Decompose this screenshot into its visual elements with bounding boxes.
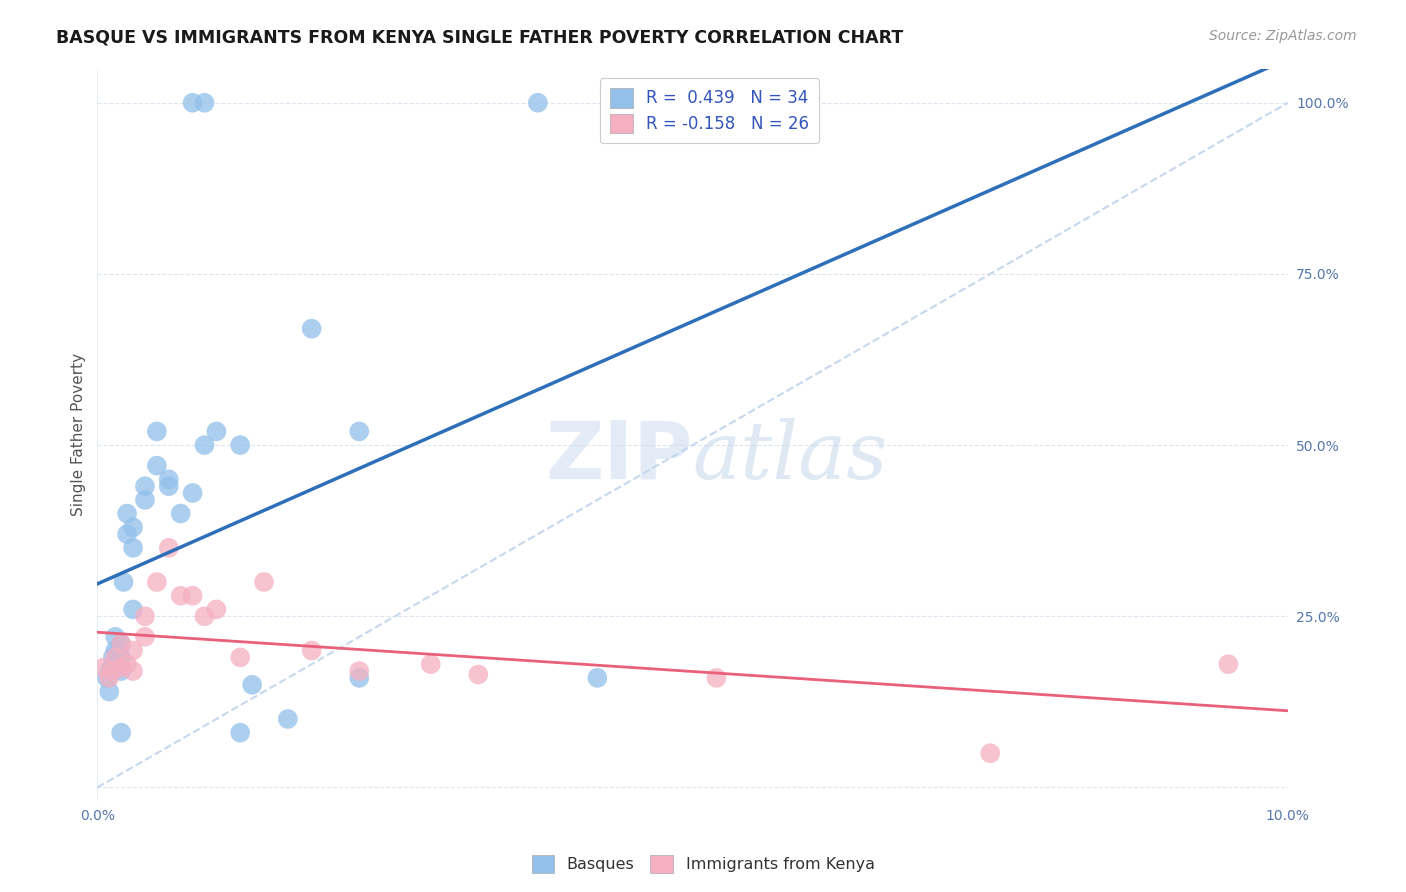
Point (170, 507, 193, 521)
Point (115, 527, 138, 541)
Point (104, 630, 127, 644)
Point (96, 671, 118, 685)
Point (229, 650, 252, 665)
Point (205, 425, 228, 439)
Legend: Basques, Immigrants from Kenya: Basques, Immigrants from Kenya (524, 848, 882, 880)
Point (110, 637, 132, 651)
Point (157, 541, 180, 555)
Point (104, 643, 127, 657)
Point (349, 671, 371, 685)
Point (115, 657, 138, 672)
Point (157, 479, 180, 493)
Point (181, 486, 204, 500)
Point (105, 657, 128, 672)
Point (110, 725, 132, 739)
Point (115, 507, 138, 521)
Point (527, 95, 550, 110)
Point (586, 671, 609, 685)
Point (122, 520, 145, 534)
Point (277, 712, 299, 726)
Point (181, 95, 204, 110)
Point (110, 637, 132, 651)
Point (110, 664, 132, 678)
Point (122, 602, 145, 616)
Point (107, 643, 129, 657)
Point (98, 671, 121, 685)
Point (134, 609, 156, 624)
Point (979, 746, 1001, 760)
Point (122, 541, 145, 555)
Point (146, 425, 169, 439)
Point (134, 492, 156, 507)
Point (100, 660, 122, 674)
Point (1218, 657, 1240, 672)
Text: BASQUE VS IMMIGRANTS FROM KENYA SINGLE FATHER POVERTY CORRELATION CHART: BASQUE VS IMMIGRANTS FROM KENYA SINGLE F… (56, 29, 904, 46)
Point (157, 472, 180, 486)
Point (193, 609, 215, 624)
Text: Source: ZipAtlas.com: Source: ZipAtlas.com (1209, 29, 1357, 43)
Point (229, 438, 252, 452)
Point (122, 643, 145, 657)
Text: atlas: atlas (693, 418, 889, 496)
Point (301, 322, 323, 336)
Point (193, 438, 215, 452)
Point (91, 660, 114, 674)
Y-axis label: Single Father Poverty: Single Father Poverty (72, 353, 86, 516)
Point (467, 667, 489, 681)
Point (706, 671, 728, 685)
Point (98, 664, 121, 678)
Point (110, 650, 132, 665)
Point (101, 650, 124, 665)
Point (349, 664, 371, 678)
Point (146, 458, 169, 473)
Legend: R =  0.439   N = 34, R = -0.158   N = 26: R = 0.439 N = 34, R = -0.158 N = 26 (600, 78, 820, 144)
Point (193, 95, 215, 110)
Point (181, 589, 204, 603)
Point (349, 425, 371, 439)
Point (110, 660, 132, 674)
Point (240, 678, 263, 692)
Point (205, 602, 228, 616)
Point (419, 657, 441, 672)
Point (98, 684, 121, 698)
Point (170, 589, 193, 603)
Point (253, 575, 276, 590)
Point (100, 664, 122, 678)
Point (134, 479, 156, 493)
Point (104, 650, 127, 665)
Point (229, 725, 252, 739)
Point (112, 575, 135, 590)
Point (134, 630, 156, 644)
Point (122, 664, 145, 678)
Point (146, 575, 169, 590)
Text: ZIP: ZIP (546, 417, 693, 496)
Point (301, 643, 323, 657)
